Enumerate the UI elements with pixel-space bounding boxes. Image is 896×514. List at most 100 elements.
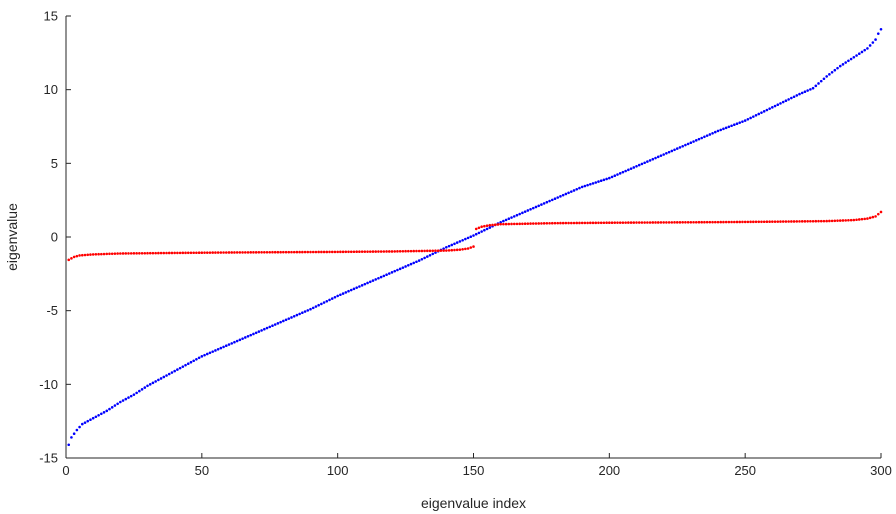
data-point — [499, 222, 502, 226]
data-point — [97, 252, 100, 256]
data-point — [385, 250, 388, 253]
data-point — [711, 131, 714, 135]
data-point — [222, 251, 225, 254]
data-point — [358, 285, 361, 288]
data-point — [852, 55, 856, 59]
data-point — [387, 250, 391, 253]
data-point — [741, 120, 744, 123]
data-point — [629, 167, 633, 170]
data-point — [689, 220, 693, 224]
data-point — [189, 360, 193, 364]
data-point — [866, 217, 869, 220]
data-point — [474, 232, 478, 236]
data-point — [616, 173, 619, 176]
x-axis-label: eigenvalue index — [421, 495, 526, 511]
data-point — [531, 222, 535, 225]
data-point — [790, 220, 793, 223]
data-point — [754, 114, 758, 117]
data-point — [157, 378, 160, 382]
data-point — [806, 219, 809, 223]
data-point — [70, 257, 73, 260]
data-point — [409, 262, 413, 266]
data-point — [803, 90, 807, 94]
data-point — [347, 250, 350, 254]
data-point — [741, 220, 744, 224]
data-point — [298, 312, 301, 316]
data-point — [214, 349, 217, 352]
data-point — [148, 251, 152, 255]
data-point — [871, 215, 875, 219]
data-point — [624, 169, 627, 173]
data-point — [561, 193, 565, 197]
data-point — [855, 218, 858, 222]
data-point — [238, 338, 242, 342]
data-point — [282, 250, 285, 254]
data-point — [306, 309, 310, 312]
data-point — [420, 249, 424, 253]
data-point — [426, 255, 429, 258]
data-point — [257, 330, 261, 333]
data-point — [417, 259, 421, 262]
data-point — [730, 124, 733, 128]
data-point — [483, 228, 486, 232]
data-point — [602, 221, 606, 225]
data-point — [105, 252, 109, 256]
data-point — [309, 307, 312, 311]
data-point — [828, 219, 831, 223]
data-point — [339, 293, 342, 297]
data-point — [428, 253, 432, 257]
data-point — [689, 141, 693, 145]
data-point — [654, 221, 657, 224]
data-point — [697, 220, 701, 224]
data-point — [91, 253, 95, 256]
data-point — [176, 251, 179, 255]
data-point — [838, 219, 842, 222]
data-point — [477, 231, 481, 235]
data-point — [355, 250, 358, 254]
data-point — [618, 221, 622, 224]
data-point — [458, 248, 462, 251]
data-point — [434, 251, 437, 254]
data-point — [692, 220, 695, 224]
data-point — [678, 146, 682, 149]
data-point — [738, 121, 742, 124]
data-point — [627, 168, 630, 172]
data-point — [719, 220, 723, 224]
data-point — [472, 234, 475, 237]
data-point — [711, 220, 714, 224]
data-point — [518, 212, 521, 216]
data-point — [703, 220, 706, 224]
data-point — [165, 374, 168, 377]
data-point — [393, 269, 397, 273]
data-point — [447, 244, 451, 248]
data-point — [162, 251, 166, 255]
data-point — [146, 251, 149, 255]
data-point — [170, 251, 174, 255]
data-point — [632, 166, 636, 169]
data-point — [129, 394, 133, 398]
data-point — [787, 98, 790, 101]
data-point — [692, 140, 695, 143]
data-point — [86, 419, 90, 423]
y-axis-label: eigenvalue — [4, 203, 20, 271]
data-point — [469, 235, 473, 239]
data-point — [219, 251, 223, 254]
data-point — [246, 251, 250, 254]
data-point — [833, 68, 837, 72]
data-point — [173, 251, 176, 255]
data-point — [752, 115, 755, 118]
data-point — [684, 143, 687, 147]
data-point — [830, 70, 834, 74]
data-point — [360, 250, 364, 253]
data-point — [507, 217, 511, 221]
data-point — [439, 249, 443, 252]
data-point — [776, 103, 780, 106]
data-point — [366, 250, 369, 253]
data-point — [241, 251, 244, 254]
data-point — [776, 220, 780, 223]
data-point — [371, 279, 375, 282]
data-point — [847, 218, 850, 222]
data-point — [765, 220, 769, 224]
data-point — [138, 252, 141, 255]
data-point — [127, 396, 130, 399]
